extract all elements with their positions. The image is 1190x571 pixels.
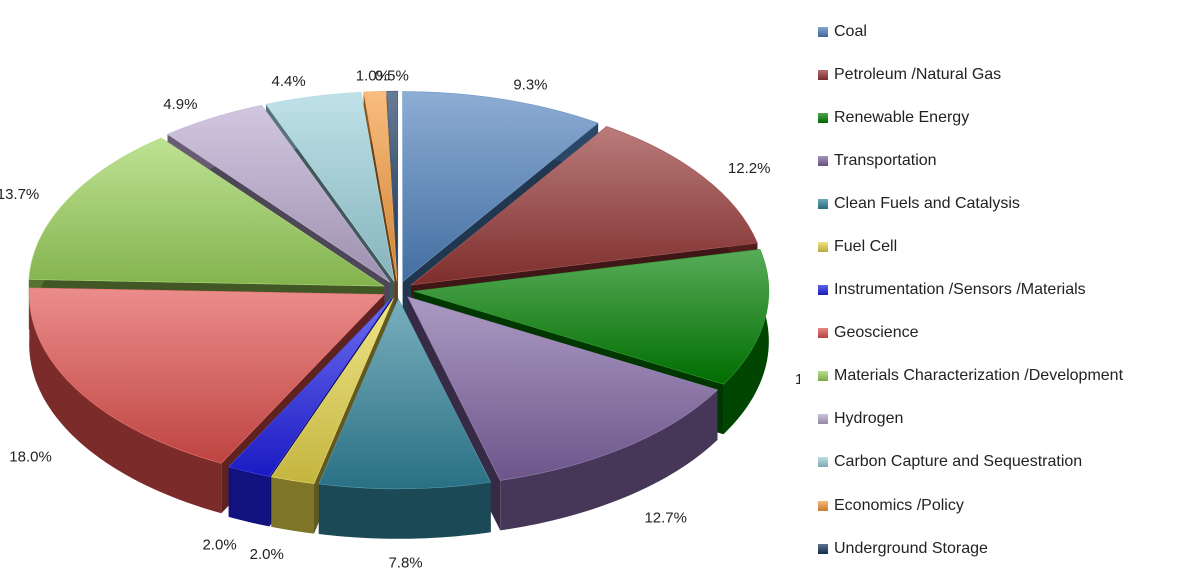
- slice-carbon-capture-and-sequestration: [265, 91, 395, 282]
- legend-label: Clean Fuels and Catalysis: [834, 194, 1020, 212]
- legend-swatch: [818, 112, 828, 123]
- legend-swatch: [818, 457, 828, 468]
- legend: Coal Petroleum /Natural Gas Renewable Ener…: [818, 10, 1183, 570]
- legend-item-clean-fuels-and-catalysis: Clean Fuels and Catalysis: [818, 182, 1183, 225]
- legend-label: Coal: [834, 22, 867, 40]
- value-label-economics-policy: 1.0%: [356, 68, 390, 85]
- value-label-hydrogen: 4.9%: [163, 96, 197, 113]
- legend-item-carbon-capture-and-sequestration: Carbon Capture and Sequestration: [818, 441, 1183, 484]
- slice-economics-policy: [363, 91, 398, 282]
- legend-item-geoscience: Geoscience: [818, 312, 1183, 355]
- legend-label: Transportation: [834, 151, 937, 169]
- legend-label: Instrumentation /Sensors /Materials: [834, 281, 1086, 299]
- slice-underground-storage: [386, 90, 399, 282]
- slice-petroleum-natural-gas: [410, 126, 758, 286]
- legend-item-materials-characterization-development: Materials Characterization /Development: [818, 355, 1183, 398]
- value-label-petroleum-natural-gas: 12.2%: [728, 160, 771, 177]
- value-label-transportation: 12.7%: [644, 509, 687, 526]
- value-label-underground-storage: 0.5%: [375, 67, 409, 84]
- legend-swatch: [818, 371, 828, 382]
- legend-label: Economics /Policy: [834, 496, 964, 514]
- legend-swatch: [818, 414, 828, 425]
- legend-item-fuel-cell: Fuel Cell: [818, 225, 1183, 268]
- slice-materials-characterization-development: [28, 137, 385, 287]
- legend-item-instrumentation-sensors-materials: Instrumentation /Sensors /Materials: [818, 269, 1183, 312]
- legend-swatch: [818, 155, 828, 166]
- legend-label: Carbon Capture and Sequestration: [834, 453, 1083, 471]
- slice-rim-transportation: [500, 389, 718, 531]
- legend-swatch: [818, 543, 828, 554]
- legend-item-petroleum-natural-gas: Petroleum /Natural Gas: [818, 53, 1183, 96]
- slice-fuel-cell: [270, 298, 394, 484]
- slice-rim-geoscience: [29, 287, 222, 514]
- legend-item-underground-storage: Underground Storage: [818, 527, 1183, 570]
- value-label-materials-characterization-development: 13.7%: [0, 186, 39, 203]
- value-label-instrumentation-sensors-materials: 2.0%: [202, 537, 236, 554]
- slice-coal: [402, 91, 599, 283]
- legend-swatch: [818, 285, 828, 296]
- slice-geoscience: [28, 287, 385, 464]
- value-label-clean-fuels-and-catalysis: 7.8%: [388, 555, 422, 571]
- legend-label: Hydrogen: [834, 410, 904, 428]
- value-label-carbon-capture-and-sequestration: 4.4%: [272, 73, 306, 90]
- legend-swatch: [818, 500, 828, 511]
- legend-swatch: [818, 69, 828, 80]
- legend-label: Materials Characterization /Development: [834, 367, 1124, 385]
- slice-rim-clean-fuels-and-catalysis: [318, 482, 491, 539]
- legend-swatch: [818, 328, 828, 339]
- legend-item-renewable-energy: Renewable Energy: [818, 96, 1183, 139]
- value-labels: 9.3% 12.2% 11.7% 12.7% 7.8% 2.0% 2.0% 18.0% 13.7…: [0, 67, 800, 571]
- pie-chart: 9.3% 12.2% 11.7% 12.7% 7.8% 2.0% 2.0% 18.0% 13.7…: [0, 67, 800, 571]
- legend-label: Petroleum /Natural Gas: [834, 65, 1002, 83]
- value-label-geoscience: 18.0%: [9, 449, 52, 466]
- value-label-fuel-cell: 2.0%: [250, 546, 284, 563]
- legend-label: Underground Storage: [834, 539, 988, 557]
- legend-swatch: [818, 198, 828, 209]
- legend-label: Fuel Cell: [834, 238, 898, 256]
- legend-item-hydrogen: Hydrogen: [818, 398, 1183, 441]
- legend-swatch: [818, 26, 828, 37]
- slice-rim-fuel-cell: [271, 476, 314, 534]
- legend-item-economics-policy: Economics /Policy: [818, 484, 1183, 527]
- value-label-renewable-energy: 11.7%: [795, 371, 800, 388]
- legend-label: Renewable Energy: [834, 108, 970, 126]
- slice-transportation: [407, 296, 719, 481]
- legend-label: Geoscience: [834, 324, 919, 342]
- slice-tops: [28, 90, 770, 490]
- legend-item-transportation: Transportation: [818, 139, 1183, 182]
- slice-hydrogen: [166, 104, 391, 283]
- legend-swatch: [818, 242, 828, 253]
- value-label-coal: 9.3%: [513, 76, 547, 93]
- slice-instrumentation-sensors-materials: [228, 297, 392, 477]
- slice-rim-renewable-energy: [723, 249, 769, 435]
- slice-rim-instrumentation-sensors-materials: [228, 466, 270, 527]
- slice-renewable-energy: [413, 248, 770, 385]
- slice-clean-fuels-and-catalysis: [318, 298, 492, 490]
- legend-item-coal: Coal: [818, 10, 1183, 53]
